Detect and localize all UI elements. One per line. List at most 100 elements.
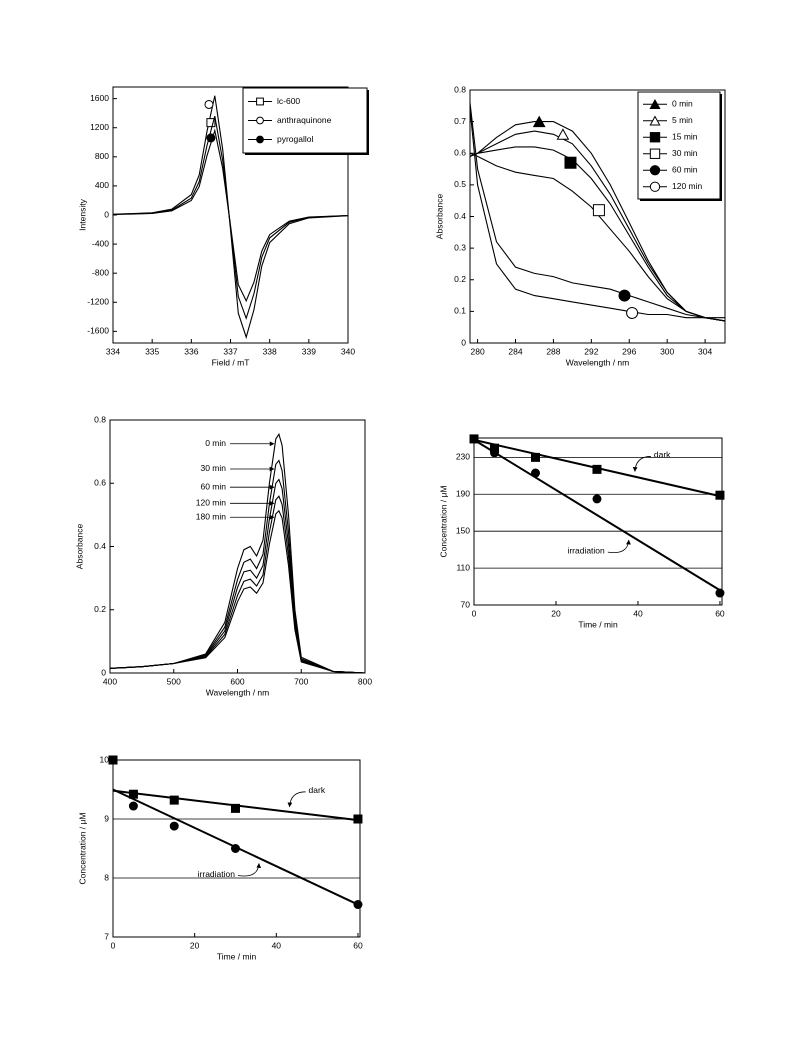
- annotation: irradiation: [567, 545, 605, 555]
- marker: [256, 116, 264, 125]
- y-axis-label: Intensity: [77, 198, 87, 230]
- y-tick-label: 0.4: [94, 541, 106, 551]
- marker: [530, 468, 540, 478]
- y-tick-label: -800: [92, 267, 109, 277]
- x-tick-label: 296: [622, 346, 636, 356]
- y-tick-label: 0.2: [94, 604, 106, 614]
- marker: [649, 99, 661, 109]
- y-tick-label: 110: [456, 562, 470, 572]
- x-tick-label: 600: [230, 676, 244, 686]
- x-axis-label: Field / mT: [212, 357, 250, 367]
- marker: [649, 181, 661, 192]
- series-line: [469, 130, 726, 322]
- marker: [592, 204, 605, 217]
- y-tick-label: 0.7: [454, 116, 466, 126]
- y-tick-label: 8: [104, 872, 109, 882]
- y-tick-label: 10: [100, 754, 110, 764]
- x-tick-label: 40: [272, 940, 282, 950]
- marker: [530, 452, 540, 462]
- annotation: dark: [309, 785, 326, 795]
- marker: [128, 789, 138, 799]
- annotation-arrow: [607, 539, 631, 553]
- marker: [532, 115, 546, 128]
- marker: [626, 306, 639, 319]
- x-tick-label: 0: [472, 608, 477, 618]
- x-tick-label: 280: [470, 346, 484, 356]
- legend-label: pyrogallol: [277, 134, 313, 144]
- series-line: [469, 152, 726, 322]
- marker: [489, 448, 499, 458]
- y-axis-label: Concentration / μM: [77, 813, 87, 885]
- x-axis-label: Wavelength / nm: [206, 687, 269, 697]
- series-line: [109, 509, 366, 674]
- series-label: 0 min: [205, 438, 226, 448]
- series-line: [112, 128, 349, 303]
- y-tick-label: 0.1: [454, 306, 466, 316]
- y-tick-label: -1200: [87, 297, 109, 307]
- legend-label: 30 min: [672, 148, 698, 158]
- x-tick-label: 400: [103, 676, 117, 686]
- y-tick-label: 0: [104, 209, 109, 219]
- marker: [715, 490, 725, 500]
- x-tick-label: 335: [145, 346, 159, 356]
- marker: [649, 132, 661, 143]
- y-tick-label: 0.4: [454, 211, 466, 221]
- x-tick-label: 800: [358, 676, 372, 686]
- marker: [206, 118, 216, 128]
- legend-label: 60 min: [672, 165, 698, 175]
- x-tick-label: 0: [111, 940, 116, 950]
- y-tick-label: -1600: [87, 326, 109, 336]
- x-tick-label: 304: [698, 346, 712, 356]
- legend-label: lc-600: [277, 96, 300, 106]
- y-tick-label: 9: [104, 813, 109, 823]
- marker: [206, 133, 216, 143]
- y-tick-label: 0.8: [94, 414, 106, 424]
- x-tick-label: 60: [353, 940, 363, 950]
- x-tick-label: 700: [294, 676, 308, 686]
- marker: [469, 434, 479, 444]
- series-label: 180 min: [196, 512, 227, 522]
- marker: [649, 148, 661, 159]
- y-tick-label: 0.2: [454, 274, 466, 284]
- y-axis-label: Absorbance: [434, 194, 444, 240]
- x-axis-label: Wavelength / nm: [566, 357, 629, 367]
- y-tick-label: 0.5: [454, 179, 466, 189]
- x-tick-label: 300: [660, 346, 674, 356]
- y-tick-label: 1600: [90, 93, 109, 103]
- x-tick-label: 20: [190, 940, 200, 950]
- x-tick-label: 337: [223, 346, 237, 356]
- y-tick-label: 7: [104, 931, 109, 941]
- series-label: 60 min: [200, 481, 226, 491]
- y-tick-label: 150: [456, 525, 470, 535]
- series-label: 30 min: [200, 463, 226, 473]
- legend-box: [637, 91, 721, 200]
- y-tick-label: 400: [95, 180, 109, 190]
- marker: [556, 128, 570, 140]
- marker: [169, 821, 179, 831]
- marker: [256, 97, 264, 106]
- x-tick-label: 500: [167, 676, 181, 686]
- series-line: [469, 108, 725, 319]
- annotation: dark: [654, 450, 671, 460]
- x-tick-label: 60: [715, 608, 725, 618]
- marker: [353, 900, 363, 910]
- marker: [353, 814, 363, 824]
- x-tick-label: 40: [633, 608, 643, 618]
- legend-label: 0 min: [672, 99, 693, 109]
- marker: [592, 464, 602, 474]
- x-tick-label: 288: [546, 346, 560, 356]
- y-tick-label: 0.8: [454, 84, 466, 94]
- y-tick-label: -400: [92, 238, 109, 248]
- legend-label: 5 min: [672, 115, 693, 125]
- marker: [230, 803, 240, 813]
- x-tick-label: 339: [302, 346, 316, 356]
- y-tick-label: 1200: [90, 122, 109, 132]
- legend-label: 120 min: [672, 181, 703, 191]
- annotation-arrow: [632, 456, 651, 472]
- y-tick-label: 230: [456, 452, 470, 462]
- annotation: irradiation: [198, 869, 236, 879]
- x-tick-label: 338: [263, 346, 277, 356]
- legend-label: anthraquinone: [277, 115, 332, 125]
- marker: [715, 588, 725, 598]
